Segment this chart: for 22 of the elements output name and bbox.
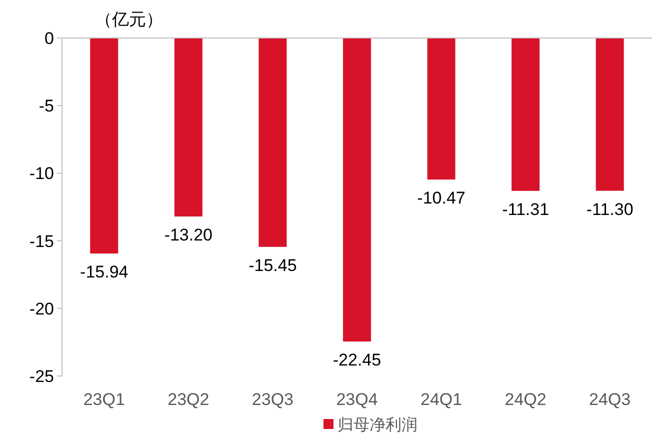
x-tick-label: 23Q1: [83, 390, 125, 409]
data-label: -15.94: [80, 262, 128, 282]
y-tick-label: 0: [44, 29, 54, 48]
data-label: -13.20: [164, 225, 213, 244]
data-label: -15.45: [248, 256, 297, 275]
y-tick-label: -5: [38, 96, 54, 116]
y-tick-label: -25: [29, 367, 54, 386]
y-axis-title: （亿元）: [95, 10, 163, 29]
x-tick-label: 23Q3: [252, 390, 294, 409]
x-tick-label: 24Q1: [420, 390, 462, 409]
x-tick-label: 23Q4: [336, 390, 378, 409]
x-tick-label: 24Q2: [504, 390, 546, 409]
data-label: -22.45: [332, 350, 382, 370]
y-tick-label: -10: [29, 164, 54, 184]
y-tick-label: -15: [29, 232, 54, 251]
x-tick-label: 24Q3: [589, 390, 631, 409]
x-tick-label: 23Q2: [168, 390, 210, 409]
y-tick-label: -20: [29, 299, 54, 318]
data-label: -10.47: [417, 188, 466, 208]
data-label: -11.31: [502, 200, 550, 219]
data-label: -11.30: [586, 200, 634, 219]
legend-label: 归母净利润: [338, 416, 418, 434]
